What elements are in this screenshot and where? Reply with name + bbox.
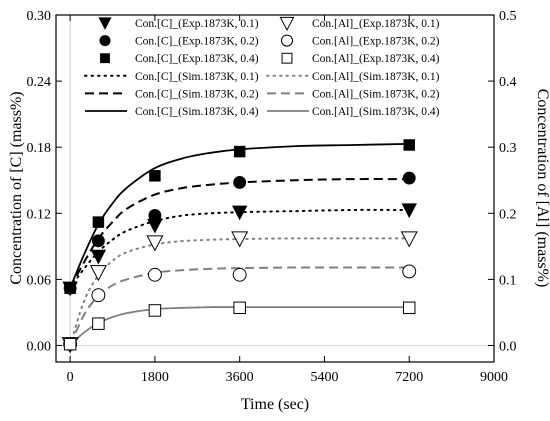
data-point-con-al-exp-1873k-0-1: [146, 235, 164, 252]
legend-label-con-c-sim-1873k-0-1: Con.[C]_(Sim.1873K, 0.1): [135, 71, 259, 83]
right-y-tick-label: 0.5: [499, 9, 517, 24]
data-point-con-al-exp-1873k-0-4: [233, 301, 246, 315]
legend-symbol-con-c-exp-1873k-0-1: [98, 17, 112, 30]
data-point-con-al-exp-1873k-0-4: [402, 301, 416, 315]
data-point-con-al-exp-1873k-0-1: [231, 231, 249, 248]
right-y-tick-label: 0.0: [499, 339, 517, 354]
sim-line-con-c-sim-1873k-0-1: [69, 208, 411, 290]
left-y-axis-label: Concentration of [C] (mass%): [8, 91, 25, 284]
data-point-con-c-exp-1873k-0-2: [233, 176, 247, 189]
left-y-tick-label: 0.12: [27, 207, 52, 222]
data-point-con-al-exp-1873k-0-4: [148, 304, 162, 317]
data-point-con-al-exp-1873k-0-1: [89, 265, 107, 282]
x-tick-label: 7200: [395, 370, 423, 385]
data-point-con-al-exp-1873k-0-1: [400, 231, 418, 248]
data-point-con-c-exp-1873k-0-2: [402, 171, 416, 185]
legend-label-con-c-sim-1873k-0-4: Con.[C]_(Sim.1873K, 0.4): [135, 106, 259, 118]
x-tick-label: 5400: [310, 370, 338, 385]
x-tick-label: 3600: [226, 370, 254, 385]
experimental-markers: [61, 139, 418, 354]
right-y-tick-label: 0.4: [499, 75, 517, 90]
data-point-con-c-exp-1873k-0-4: [403, 139, 415, 151]
right-y-axis-label: Concentration of [Al] (mass%): [534, 89, 550, 288]
left-y-tick-label: 0.00: [27, 339, 52, 354]
data-point-con-c-exp-1873k-0-1: [231, 205, 248, 221]
data-point-con-al-exp-1873k-0-2: [147, 267, 162, 282]
data-point-con-c-exp-1873k-0-4: [233, 145, 246, 158]
data-point-con-c-exp-1873k-0-4: [149, 170, 161, 182]
legend-label-con-al-exp-1873k-0-1: Con.[Al]_(Exp.1873K, 0.1): [312, 18, 440, 30]
data-point-con-c-exp-1873k-0-1: [90, 249, 107, 265]
legend-label-con-al-sim-1873k-0-1: Con.[Al]_(Sim.1873K, 0.1): [312, 71, 440, 83]
x-axis-label: Time (sec): [241, 396, 309, 413]
x-axis-ticks: 0 1800 3600 5400 7200 9000: [67, 15, 508, 385]
legend-symbol-con-c-exp-1873k-0-4: [100, 53, 110, 64]
data-point-con-c-exp-1873k-0-1: [147, 218, 163, 234]
legend-label-con-al-sim-1873k-0-4: Con.[Al]_(Sim.1873K, 0.4): [312, 106, 440, 118]
legend-label-con-c-exp-1873k-0-4: Con.[C]_(Exp.1873K, 0.4): [135, 53, 259, 65]
data-point-con-c-exp-1873k-0-4: [92, 216, 105, 228]
data-point-con-al-exp-1873k-0-2: [402, 264, 417, 279]
right-y-axis-ticks: 0.0 0.1 0.2 0.3 0.4 0.5: [488, 9, 517, 354]
legend: Con.[C]_(Exp.1873K, 0.1) Con.[Al]_(Exp.18…: [84, 16, 440, 118]
left-y-tick-label: 0.30: [27, 9, 52, 24]
data-point-con-c-exp-1873k-0-4: [64, 282, 76, 294]
x-tick-label: 9000: [480, 370, 508, 385]
legend-label-con-c-exp-1873k-0-1: Con.[C]_(Exp.1873K, 0.1): [135, 18, 259, 30]
x-tick-label: 0: [67, 370, 74, 385]
data-point-con-c-exp-1873k-0-1: [401, 203, 417, 219]
legend-label-con-al-exp-1873k-0-2: Con.[Al]_(Exp.1873K, 0.2): [312, 36, 440, 48]
data-point-con-al-exp-1873k-0-2: [232, 267, 247, 282]
data-point-con-c-exp-1873k-0-2: [148, 209, 162, 222]
legend-label-con-al-exp-1873k-0-4: Con.[Al]_(Exp.1873K, 0.4): [312, 53, 440, 65]
data-point-con-al-exp-1873k-0-2: [91, 288, 106, 303]
plot-frame: [55, 14, 495, 363]
x-tick-label: 1800: [141, 370, 169, 385]
zero-reference-lines: [56, 15, 494, 362]
legend-label-con-c-exp-1873k-0-2: Con.[C]_(Exp.1873K, 0.2): [135, 36, 259, 48]
left-y-tick-label: 0.06: [27, 273, 52, 288]
sim-line-con-al-sim-1873k-0-2: [69, 266, 410, 346]
right-y-tick-label: 0.2: [499, 207, 517, 222]
legend-symbol-con-c-exp-1873k-0-2: [99, 35, 111, 47]
legend-symbol-con-al-exp-1873k-0-4: [281, 52, 293, 64]
legend-symbol-con-al-exp-1873k-0-1: [279, 16, 295, 32]
right-y-tick-label: 0.1: [499, 273, 517, 288]
left-y-axis-ticks: 0.00 0.06 0.12 0.18 0.24 0.30: [27, 9, 62, 354]
legend-label-con-al-sim-1873k-0-2: Con.[Al]_(Sim.1873K, 0.2): [312, 88, 440, 100]
data-point-con-al-exp-1873k-0-4: [92, 317, 105, 330]
legend-symbol-con-al-exp-1873k-0-2: [280, 34, 294, 47]
sim-line-con-c-sim-1873k-0-2: [69, 178, 410, 289]
left-y-tick-label: 0.18: [27, 141, 52, 156]
legend-label-con-c-sim-1873k-0-2: Con.[C]_(Sim.1873K, 0.2): [135, 88, 259, 100]
data-point-con-c-exp-1873k-0-2: [91, 234, 105, 248]
data-point-con-al-exp-1873k-0-4: [63, 337, 77, 351]
right-y-tick-label: 0.3: [499, 141, 517, 156]
left-y-tick-label: 0.24: [27, 75, 52, 90]
